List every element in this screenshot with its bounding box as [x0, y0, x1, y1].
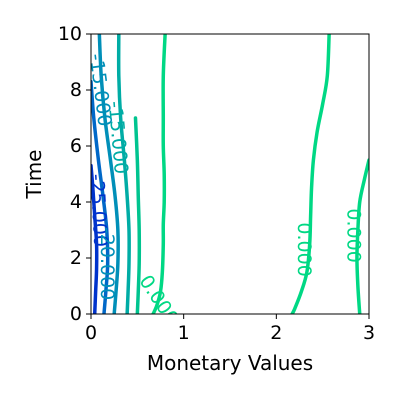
contour-label-group: 0.000: [293, 222, 315, 276]
contour-line: [151, 34, 167, 314]
contour-line: [290, 34, 331, 314]
contour-label: 0.000: [342, 208, 364, 262]
contour-label-group: 0.000: [342, 208, 364, 262]
plot-frame: [90, 33, 370, 315]
y-axis-ticks: 0 2 4 6 8 10: [58, 23, 91, 325]
x-axis-ticks: 0 1 2 3: [85, 314, 375, 344]
y-tick-label: 6: [70, 135, 82, 157]
contour-lines: [91, 34, 369, 314]
y-tick-label: 0: [70, 303, 82, 325]
y-tick-label: 4: [70, 191, 82, 213]
y-tick-label: 8: [70, 79, 82, 101]
x-tick-label: 2: [270, 322, 282, 344]
x-tick-label: 1: [178, 322, 190, 344]
x-tick-label: 0: [85, 322, 97, 344]
contour-line: [97, 34, 120, 314]
contour-label-group: -20.000: [96, 227, 118, 300]
contour-line: [133, 116, 142, 314]
contour-label: 0.000: [293, 222, 315, 276]
contour-label-group: -25.000: [86, 173, 112, 247]
y-tick-label: 10: [58, 23, 82, 45]
x-axis-label: Monetary Values: [147, 351, 313, 375]
y-tick-label: 2: [70, 247, 82, 269]
contour-line: [91, 163, 99, 314]
y-axis-label: Time: [22, 150, 46, 200]
contour-label: -25.000: [86, 173, 112, 247]
contour-line: [355, 158, 369, 314]
contour-line: [91, 79, 110, 314]
x-tick-label: 3: [363, 322, 375, 344]
contour-label: -20.000: [96, 227, 118, 300]
contour-line: [116, 34, 131, 314]
